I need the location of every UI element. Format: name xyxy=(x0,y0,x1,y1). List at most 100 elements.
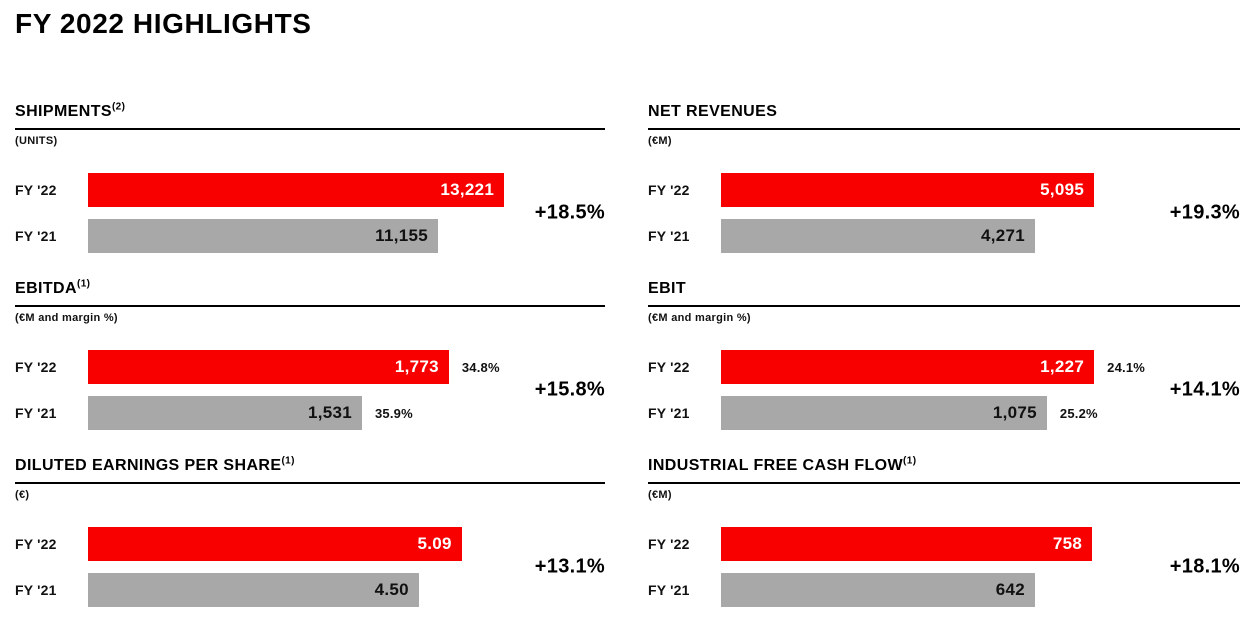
footnote-marker: (1) xyxy=(281,455,295,467)
category-label: FY '22 xyxy=(648,182,690,198)
bar-value-label: 1,227 xyxy=(1040,357,1085,376)
bar-track: 11,155 xyxy=(88,219,605,253)
page-title: FY 2022 HIGHLIGHTS xyxy=(15,8,312,39)
panel-title-text: SHIPMENTS xyxy=(15,103,112,120)
bar-value-label: 1,531 xyxy=(307,403,352,422)
panels-grid: SHIPMENTS(2) (UNITS) FY '22 13,221 FY '2… xyxy=(15,101,1259,607)
bar-row-fy21: FY '21 11,155 xyxy=(15,219,605,253)
unit-label: (UNITS) xyxy=(15,135,58,147)
bar-value-label: 13,221 xyxy=(440,180,495,199)
category-label: FY '22 xyxy=(648,536,690,552)
panel-title-ebitda: EBITDA(1) xyxy=(15,278,605,307)
unit-label: (€M and margin %) xyxy=(648,312,751,324)
panel-title-text: DILUTED EARNINGS PER SHARE xyxy=(15,457,282,474)
bar-fy22: 1,227 xyxy=(721,350,1095,384)
bar-value-label: 4,271 xyxy=(980,226,1025,245)
change-label: +19.3% xyxy=(1169,201,1240,224)
bar-track: 13,221 xyxy=(88,173,605,207)
bar-value-label: 1,075 xyxy=(992,403,1037,422)
footnote-marker: (2) xyxy=(111,101,126,113)
bar-fy21: 1,075 xyxy=(721,396,1047,430)
change-label: +18.1% xyxy=(1169,555,1240,578)
category-label: FY '22 xyxy=(15,359,57,375)
panel-title-net-revenues: NET REVENUES xyxy=(648,104,1240,130)
bar-track: 1,773 34.8% xyxy=(88,350,605,384)
panel-net-revenues: NET REVENUES (€M) FY '22 5,095 FY '21 4,… xyxy=(648,104,1240,253)
bar-row-fy21: FY '21 642 xyxy=(648,573,1240,607)
bar-track: 1,227 24.1% xyxy=(721,350,1240,384)
change-label: +13.1% xyxy=(534,555,605,578)
bar-fy21: 642 xyxy=(721,573,1035,607)
bar-value-label: 5.09 xyxy=(417,534,452,553)
panel-title-text: EBIT xyxy=(648,280,687,297)
category-label: FY '22 xyxy=(648,359,690,375)
margin-percent-label: 35.9% xyxy=(375,405,413,421)
bar-row-fy21: FY '21 4.50 xyxy=(15,573,605,607)
bar-value-label: 4.50 xyxy=(374,580,409,599)
bar-track: 642 xyxy=(721,573,1240,607)
bar-row-fy21: FY '21 4,271 xyxy=(648,219,1240,253)
bar-fy22: 758 xyxy=(721,527,1093,561)
footnote-marker: (1) xyxy=(76,278,91,290)
margin-percent-label: 34.8% xyxy=(461,359,500,375)
bar-row-fy22: FY '22 758 xyxy=(648,527,1240,561)
bar-row-fy22: FY '22 5.09 xyxy=(15,527,605,561)
bar-track: 1,075 25.2% xyxy=(721,396,1240,430)
bar-track: 5,095 xyxy=(721,173,1240,207)
change-label: +14.1% xyxy=(1169,378,1240,401)
bar-row-fy21: FY '21 1,075 25.2% xyxy=(648,396,1240,430)
category-label: FY '21 xyxy=(648,582,690,598)
panel-title-text: INDUSTRIAL FREE CASH FLOW xyxy=(648,457,904,474)
panel-industrial-fcf: INDUSTRIAL FREE CASH FLOW(1) (€M) FY '22… xyxy=(648,455,1240,607)
footnote-marker: (1) xyxy=(903,455,917,467)
panel-diluted-eps: DILUTED EARNINGS PER SHARE(1) (€) FY '22… xyxy=(15,455,605,607)
panel-shipments: SHIPMENTS(2) (UNITS) FY '22 13,221 FY '2… xyxy=(15,101,605,253)
bar-fy21: 4,271 xyxy=(721,219,1035,253)
bar-chart-industrial-fcf: FY '22 758 FY '21 642 +18.1% xyxy=(648,527,1240,607)
bar-value-label: 5,095 xyxy=(1040,180,1085,199)
category-label: FY '22 xyxy=(15,536,57,552)
bar-chart-ebitda: FY '22 1,773 34.8% FY '21 1,531 35.9% +1… xyxy=(15,350,605,430)
bar-chart-diluted-eps: FY '22 5.09 FY '21 4.50 +13.1% xyxy=(15,527,605,607)
bar-value-label: 758 xyxy=(1052,534,1083,553)
bar-fy22: 5,095 xyxy=(721,173,1095,207)
bar-track: 758 xyxy=(721,527,1240,561)
category-label: FY '21 xyxy=(15,582,57,598)
category-label: FY '21 xyxy=(648,405,690,421)
bar-row-fy22: FY '22 1,227 24.1% xyxy=(648,350,1240,384)
panel-ebit: EBIT (€M and margin %) FY '22 1,227 24.1… xyxy=(648,281,1240,430)
panel-title-diluted-eps: DILUTED EARNINGS PER SHARE(1) xyxy=(15,455,605,484)
category-label: FY '21 xyxy=(15,228,57,244)
bar-chart-net-revenues: FY '22 5,095 FY '21 4,271 +19.3% xyxy=(648,173,1240,253)
bar-fy21: 4.50 xyxy=(88,573,419,607)
bar-fy22: 1,773 xyxy=(88,350,449,384)
panel-ebitda: EBITDA(1) (€M and margin %) FY '22 1,773… xyxy=(15,278,605,430)
bar-row-fy22: FY '22 5,095 xyxy=(648,173,1240,207)
category-label: FY '21 xyxy=(15,405,57,421)
unit-label: (€M) xyxy=(648,489,672,501)
bar-row-fy22: FY '22 13,221 xyxy=(15,173,605,207)
unit-label: (€M) xyxy=(648,135,672,147)
bar-fy21: 11,155 xyxy=(88,219,438,253)
bar-fy21: 1,531 xyxy=(88,396,362,430)
bar-value-label: 11,155 xyxy=(375,226,428,245)
bar-track: 1,531 35.9% xyxy=(88,396,605,430)
bar-row-fy21: FY '21 1,531 35.9% xyxy=(15,396,605,430)
unit-label: (€M and margin %) xyxy=(15,312,118,324)
panel-title-industrial-fcf: INDUSTRIAL FREE CASH FLOW(1) xyxy=(648,455,1240,484)
change-label: +18.5% xyxy=(534,201,605,224)
change-label: +15.8% xyxy=(534,378,605,401)
panel-title-text: EBITDA xyxy=(15,280,77,297)
margin-percent-label: 24.1% xyxy=(1107,359,1146,375)
panel-title-ebit: EBIT xyxy=(648,281,1240,307)
bar-fy22: 13,221 xyxy=(88,173,505,207)
bar-track: 4.50 xyxy=(88,573,605,607)
panel-title-text: NET REVENUES xyxy=(648,103,778,120)
bar-value-label: 1,773 xyxy=(394,357,439,376)
bar-value-label: 642 xyxy=(995,580,1025,599)
bar-track: 5.09 xyxy=(88,527,605,561)
bar-fy22: 5.09 xyxy=(88,527,462,561)
bar-row-fy22: FY '22 1,773 34.8% xyxy=(15,350,605,384)
bar-track: 4,271 xyxy=(721,219,1240,253)
category-label: FY '21 xyxy=(648,228,690,244)
